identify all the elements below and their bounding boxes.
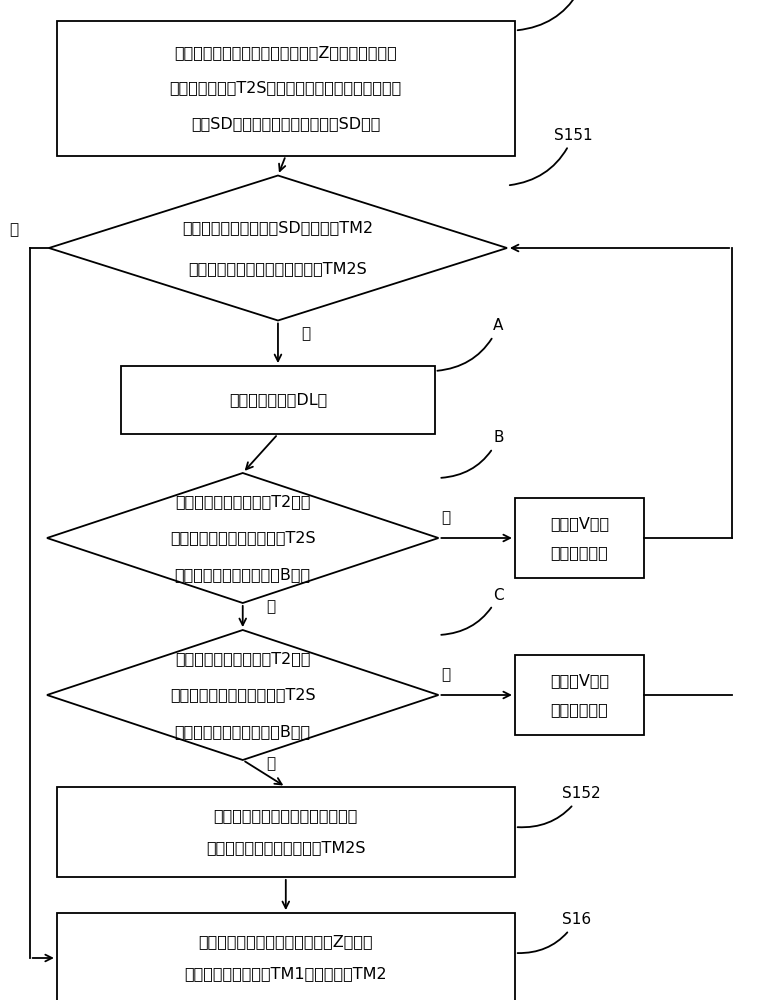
Text: 是: 是 [441,510,450,525]
Text: 室内风机转速: 室内风机转速 [550,545,608,560]
Text: 大于所述蒸发器温度临界值T2S: 大于所述蒸发器温度临界值T2S [170,530,316,546]
Text: 否: 否 [301,326,311,341]
Bar [57,913,515,1000]
Polygon shape [47,630,438,760]
Text: B: B [442,430,503,478]
Text: 否: 否 [266,756,276,771]
Text: 是: 是 [441,668,450,682]
Polygon shape [49,176,507,320]
Bar [515,655,644,735]
Text: S14: S14 [518,0,599,30]
Text: 判断蒸发器的实时温度T2是否: 判断蒸发器的实时温度T2是否 [175,494,311,509]
Text: 与预设的温度回差补偿值B之差: 与预设的温度回差补偿值B之差 [175,724,311,739]
Text: 是: 是 [9,223,18,237]
Bar [515,498,644,578]
Text: S16: S16 [518,912,591,953]
Bar [57,20,515,155]
Text: 与预设的温度回差补偿值B之和: 与预设的温度回差补偿值B之和 [175,567,311,582]
Text: 直到预设的第二时间临界值TM2S: 直到预设的第二时间临界值TM2S [206,841,366,856]
Text: 按比例V增大: 按比例V增大 [550,673,609,688]
Text: 控制室内风机恢复记录前的转速Z，并清: 控制室内风机恢复记录前的转速Z，并清 [198,934,373,949]
Text: 是否大于预设的第二时间临界值TM2S: 是否大于预设的第二时间临界值TM2S [189,261,367,276]
Text: 判断室内风机以该转速SD运行时间TM2: 判断室内风机以该转速SD运行时间TM2 [182,220,373,235]
Bar [57,787,515,877]
Text: 小于所述蒸发器温度临界值T2S: 小于所述蒸发器温度临界值T2S [170,688,316,702]
Text: 延时等待预设的DL秒: 延时等待预设的DL秒 [229,392,327,408]
Text: 按比例V减小: 按比例V减小 [550,516,609,531]
Text: 转速SD，控制室内风机以该转速SD运行: 转速SD，控制室内风机以该转速SD运行 [191,116,381,131]
Text: C: C [442,587,504,635]
Text: 控制室内风机转速不变继续运行，: 控制室内风机转速不变继续运行， [214,808,358,823]
Text: 判断蒸发器的实时温度T2是否: 判断蒸发器的实时温度T2是否 [175,651,311,666]
Text: 发器温度临界值T2S获取与其相对应的室内风机理想: 发器温度临界值T2S获取与其相对应的室内风机理想 [170,81,402,96]
Text: 记录当前室内风机的实时运行转速Z；根据预设的蒸: 记录当前室内风机的实时运行转速Z；根据预设的蒸 [175,45,397,60]
Bar [121,366,435,434]
Text: 否: 否 [266,599,276,614]
Text: S152: S152 [518,786,601,827]
Text: 室内风机转速: 室内风机转速 [550,702,608,717]
Text: A: A [438,318,503,371]
Text: 零所述累计运行时间TM1和运行时间TM2: 零所述累计运行时间TM1和运行时间TM2 [185,967,387,982]
Polygon shape [47,473,438,603]
Text: S151: S151 [510,128,593,185]
